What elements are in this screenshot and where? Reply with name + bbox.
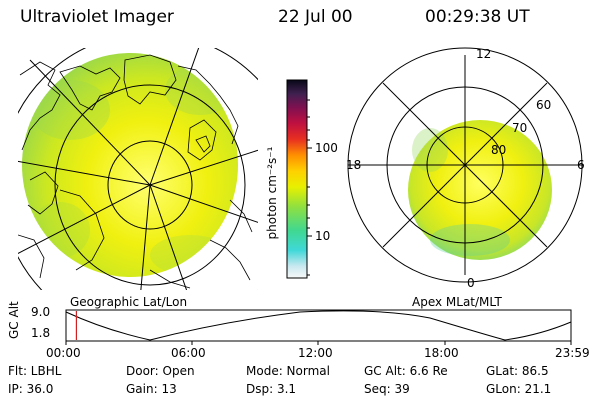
info-glat: GLat: 86.5: [486, 364, 549, 378]
info-flt: Flt: LBHL: [8, 364, 62, 378]
altitude-xtick-0600: 06:00: [171, 346, 206, 360]
altitude-plot-frame: [65, 309, 572, 342]
colorbar-tick-10: 10: [315, 229, 331, 243]
info-glon: GLon: 21.1: [486, 382, 552, 396]
altitude-xtick-1800: 18:00: [424, 346, 459, 360]
altitude-xtick-0000: 00:00: [46, 346, 81, 360]
mlt-label-18: 18: [346, 158, 362, 172]
altitude-curve: [65, 310, 572, 341]
info-dsp: Dsp: 3.1: [246, 382, 297, 396]
mlat-label-80: 80: [491, 143, 507, 157]
geo-grid: [18, 48, 258, 290]
colorbar: [286, 79, 312, 279]
info-gc-alt: GC Alt: 6.6 Re: [364, 364, 448, 378]
mlat-label-70: 70: [512, 121, 528, 135]
altitude-ylabel: GC Alt: [7, 301, 21, 339]
mlat-label-60: 60: [536, 98, 552, 112]
colorbar-units-label: photon cm⁻²s⁻¹: [265, 146, 279, 240]
colorbar-tick-100: 100: [315, 141, 338, 155]
mlt-label-0: 0: [467, 276, 475, 290]
info-seq: Seq: 39: [364, 382, 410, 396]
polar-panel-caption: Apex MLat/MLT: [412, 295, 502, 309]
mlt-label-6: 6: [577, 158, 585, 172]
app-title: Ultraviolet Imager: [20, 7, 174, 27]
altitude-ytick-high: 9.0: [31, 305, 51, 319]
altitude-ytick-low: 1.8: [31, 326, 51, 340]
info-ip: IP: 36.0: [8, 382, 54, 396]
altitude-xtick-1200: 12:00: [298, 346, 333, 360]
colorbar-ticks: [307, 99, 312, 276]
date-label: 22 Jul 00: [278, 7, 353, 27]
altitude-xtick-2359: 23:59: [555, 346, 590, 360]
info-door: Door: Open: [126, 364, 195, 378]
geographic-image: [18, 48, 258, 290]
polar-grid: [347, 47, 584, 283]
polar-plot: [347, 47, 584, 283]
altitude-plot: [65, 309, 572, 345]
altitude-x-ticks: [65, 341, 572, 345]
time-label: 00:29:38 UT: [425, 7, 530, 27]
colorbar-gradient: [286, 79, 308, 279]
auroral-image-mlt: [408, 120, 552, 260]
info-gain: Gain: 13: [126, 382, 177, 396]
info-mode: Mode: Normal: [246, 364, 330, 378]
auroral-image-geo: [22, 53, 238, 277]
geo-panel-caption: Geographic Lat/Lon: [70, 295, 188, 309]
mlt-label-12: 12: [476, 47, 492, 61]
